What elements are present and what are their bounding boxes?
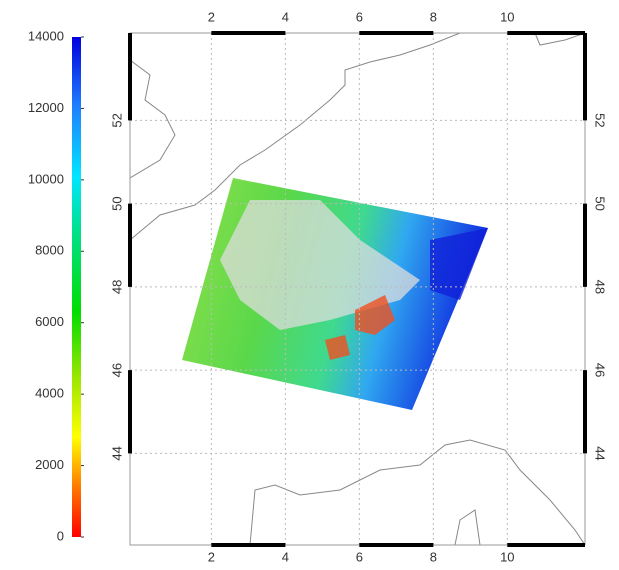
colorbar xyxy=(72,37,81,537)
colorbar-tick-label: 12000 xyxy=(28,100,64,115)
lon-tick-label: 2 xyxy=(208,9,215,24)
lat-tick-label: 50 xyxy=(593,196,608,210)
lon-tick-label: 10 xyxy=(500,549,514,564)
lon-tick-label: 4 xyxy=(282,9,289,24)
lat-tick-label: 46 xyxy=(109,363,124,377)
colorbar-tick-label: 14000 xyxy=(28,28,64,43)
lat-tick-label: 52 xyxy=(593,113,608,127)
lat-tick-label: 44 xyxy=(109,446,124,460)
lon-tick-label: 8 xyxy=(430,549,437,564)
colorbar-tick-label: 2000 xyxy=(35,457,64,472)
lat-tick-label: 48 xyxy=(109,280,124,294)
lon-tick-label: 6 xyxy=(356,549,363,564)
colorbar-tick-label: 6000 xyxy=(35,314,64,329)
colorbar-tick-label: 0 xyxy=(57,528,64,543)
lat-tick-label: 50 xyxy=(109,196,124,210)
lat-tick-label: 52 xyxy=(109,113,124,127)
lon-tick-label: 8 xyxy=(430,9,437,24)
colorbar-tick-label: 4000 xyxy=(35,386,64,401)
lon-tick-label: 4 xyxy=(282,549,289,564)
map-figure: 02000400060008000100001200014000 2244668… xyxy=(0,0,619,570)
lon-tick-label: 10 xyxy=(500,9,514,24)
colorbar-tick-label: 8000 xyxy=(35,243,64,258)
lat-tick-label: 48 xyxy=(593,280,608,294)
colorbar-tick-label: 10000 xyxy=(28,171,64,186)
lon-tick-label: 6 xyxy=(356,9,363,24)
lat-tick-label: 44 xyxy=(593,446,608,460)
lat-tick-label: 46 xyxy=(593,363,608,377)
lon-tick-label: 2 xyxy=(208,549,215,564)
